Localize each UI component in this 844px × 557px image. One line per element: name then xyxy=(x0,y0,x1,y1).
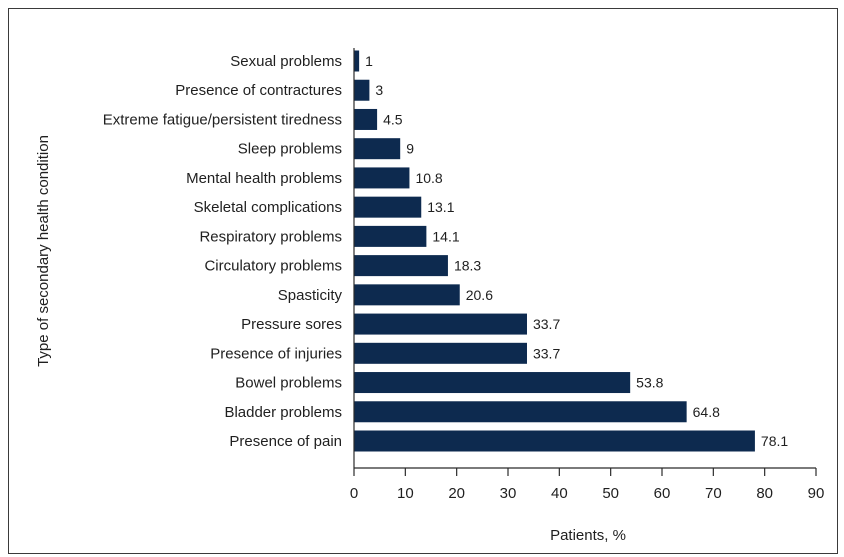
x-tick-label-8: 80 xyxy=(756,485,773,502)
bar-11 xyxy=(354,372,631,394)
data-label-9: 33.7 xyxy=(533,316,560,332)
category-label-3: Sleep problems xyxy=(238,141,342,158)
data-label-5: 13.1 xyxy=(427,199,454,215)
data-label-11: 53.8 xyxy=(636,375,663,391)
x-tick-label-0: 0 xyxy=(350,485,358,502)
chart-frame xyxy=(8,8,838,554)
category-labels-group: Sexual problems Presence of contractures E… xyxy=(103,53,343,450)
x-tick-label-6: 60 xyxy=(654,485,671,502)
x-tick-label-5: 50 xyxy=(602,485,619,502)
bar-5 xyxy=(354,196,422,218)
data-label-10: 33.7 xyxy=(533,345,560,361)
bar-1 xyxy=(354,79,370,101)
bar-13 xyxy=(354,430,755,452)
category-label-10: Presence of injuries xyxy=(210,345,342,362)
data-label-1: 3 xyxy=(375,82,383,98)
x-tick-label-1: 10 xyxy=(397,485,414,502)
category-label-0: Sexual problems xyxy=(230,53,342,70)
category-label-6: Respiratory problems xyxy=(199,228,342,245)
bar-3 xyxy=(354,138,401,160)
x-tick-labels-group: 0 10 20 30 40 50 60 70 80 90 xyxy=(350,485,825,502)
category-label-7: Circulatory problems xyxy=(204,258,342,275)
x-tick-label-9: 90 xyxy=(808,485,825,502)
bar-8 xyxy=(354,284,460,306)
category-label-8: Spasticity xyxy=(278,287,343,304)
x-axis-title: Patients, % xyxy=(550,527,626,544)
category-label-1: Presence of contractures xyxy=(175,82,342,99)
category-label-12: Bladder problems xyxy=(224,404,342,421)
bar-10 xyxy=(354,342,527,364)
x-tick-label-2: 20 xyxy=(448,485,465,502)
bar-7 xyxy=(354,255,448,277)
y-axis-title: Type of secondary health condition xyxy=(35,135,52,367)
bar-4 xyxy=(354,167,410,189)
data-label-4: 10.8 xyxy=(415,170,442,186)
data-label-13: 78.1 xyxy=(761,433,788,449)
x-ticks-group xyxy=(353,468,817,476)
category-label-9: Pressure sores xyxy=(241,316,342,333)
data-label-6: 14.1 xyxy=(432,228,459,244)
data-label-12: 64.8 xyxy=(693,404,720,420)
bar-12 xyxy=(354,401,687,423)
data-label-3: 9 xyxy=(406,141,414,157)
bars-group xyxy=(354,50,755,452)
bar-9 xyxy=(354,313,527,335)
data-label-2: 4.5 xyxy=(383,111,403,127)
category-label-4: Mental health problems xyxy=(186,170,342,187)
x-tick-label-7: 70 xyxy=(705,485,722,502)
bar-0 xyxy=(354,50,360,72)
bar-2 xyxy=(354,108,378,130)
category-label-5: Skeletal complications xyxy=(194,199,342,216)
category-label-11: Bowel problems xyxy=(235,375,342,392)
category-label-13: Presence of pain xyxy=(229,433,342,450)
category-label-2: Extreme fatigue/persistent tiredness xyxy=(103,111,342,128)
x-tick-label-3: 30 xyxy=(500,485,517,502)
data-label-7: 18.3 xyxy=(454,258,481,274)
x-tick-label-4: 40 xyxy=(551,485,568,502)
data-label-8: 20.6 xyxy=(466,287,493,303)
bar-6 xyxy=(354,225,427,247)
data-label-0: 1 xyxy=(365,53,373,69)
